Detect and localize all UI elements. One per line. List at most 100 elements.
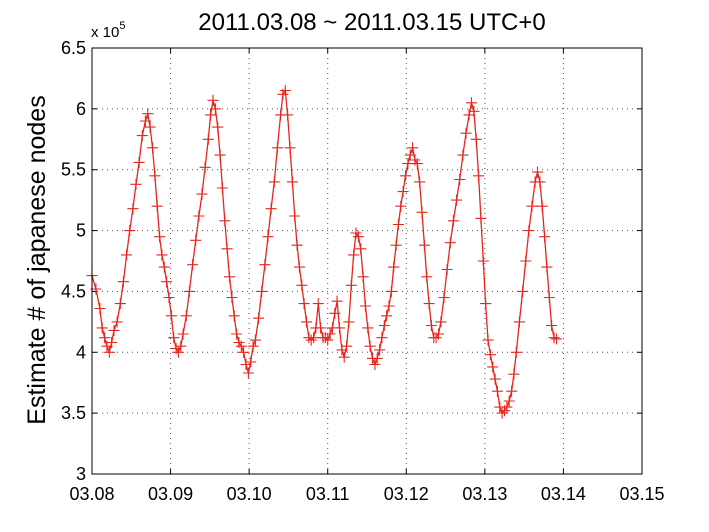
data-point-marker [161, 276, 173, 288]
data-point-marker [550, 333, 562, 345]
data-point-marker [338, 351, 350, 363]
data-point-marker [348, 249, 360, 261]
data-point-marker [460, 127, 472, 139]
data-point-marker [359, 300, 371, 312]
data-point-marker [418, 239, 430, 251]
data-point-marker [438, 292, 450, 303]
y-tick-label: 3.5 [61, 403, 86, 423]
data-point-marker [305, 334, 317, 346]
data-point-marker [482, 334, 494, 346]
axis-ticks [91, 47, 643, 475]
data-point-marker [441, 264, 453, 275]
x-tick-label: 03.15 [619, 484, 664, 504]
data-point-marker [381, 310, 393, 322]
data-point-marker [496, 407, 508, 419]
data-point-marker [341, 340, 353, 352]
data-point-marker [94, 303, 106, 314]
data-point-marker [312, 298, 324, 310]
data-point-marker [532, 166, 543, 178]
data-point-marker [221, 243, 233, 255]
data-point-marker [423, 298, 435, 310]
data-point-marker [289, 210, 301, 222]
data-point-marker [539, 231, 551, 243]
data-point-marker [395, 200, 407, 212]
data-point-marker [329, 307, 341, 319]
y-exponent-label: x 105 [91, 20, 125, 41]
data-point-marker [484, 349, 496, 361]
data-point-marker [508, 368, 520, 380]
data-point-marker [324, 328, 336, 340]
data-point-marker [133, 156, 145, 168]
data-point-marker [103, 346, 115, 358]
data-point-marker [352, 231, 364, 243]
data-point-marker [362, 322, 374, 334]
data-point-marker [168, 332, 180, 344]
data-point-marker [376, 332, 388, 344]
data-point-marker [262, 231, 274, 243]
y-tick-label: 5 [76, 221, 86, 241]
data-point-marker [506, 385, 518, 397]
data-point-marker [390, 239, 402, 251]
data-point-marker [447, 215, 459, 227]
data-point-marker [231, 328, 243, 340]
data-point-marker [117, 276, 129, 288]
data-point-marker [501, 401, 513, 413]
data-point-marker [212, 121, 224, 133]
data-point-marker [163, 292, 175, 303]
data-point-marker [489, 373, 501, 385]
data-point-marker [543, 292, 555, 303]
data-point-marker [253, 312, 265, 324]
grid-lines [92, 48, 642, 474]
data-point-marker [240, 359, 252, 370]
chart-title: 2011.03.08 ~ 2011.03.15 UTC+0 [198, 9, 545, 36]
data-point-marker [383, 300, 395, 312]
data-point-marker [421, 271, 433, 283]
data-point-marker [523, 225, 535, 237]
data-point-marker [364, 340, 376, 352]
data-point-marker [404, 149, 416, 161]
data-point-marker [468, 105, 480, 117]
data-point-marker [180, 310, 192, 322]
data-point-marker [466, 97, 477, 109]
data-point-marker [172, 346, 184, 358]
data-point-marker [259, 259, 271, 271]
data-point-marker [238, 346, 250, 358]
data-point-marker [177, 328, 189, 340]
data-point-marker [526, 200, 538, 212]
data-point-marker [308, 332, 320, 344]
data-point-marker [473, 170, 485, 182]
y-tick-label: 3 [76, 464, 86, 484]
data-point-marker [291, 239, 303, 251]
data-point-marker [296, 279, 308, 291]
data-point-marker [402, 158, 414, 170]
data-point-marker [121, 249, 133, 261]
y-tick-label: 4 [76, 342, 86, 362]
data-point-marker [416, 206, 428, 218]
data-point-marker [154, 231, 166, 243]
y-tick-label: 4.5 [61, 281, 86, 301]
data-point-marker [207, 94, 219, 106]
data-point-marker [286, 176, 298, 188]
data-point-marker [534, 176, 546, 188]
data-point-marker [124, 225, 136, 237]
data-point-marker [202, 133, 214, 145]
data-point-marker [487, 361, 499, 373]
x-tick-label: 03.12 [384, 484, 429, 504]
data-point-marker [541, 261, 553, 273]
data-series [86, 85, 562, 419]
data-point-marker [503, 395, 515, 407]
data-point-marker [392, 219, 404, 230]
data-point-marker [345, 279, 357, 291]
data-point-marker [114, 298, 126, 310]
data-point-marker [99, 332, 111, 344]
data-point-marker [196, 188, 208, 200]
data-point-marker [147, 142, 158, 154]
data-point-marker [183, 285, 195, 297]
y-tick-label: 5.5 [61, 160, 86, 180]
data-point-marker [205, 109, 217, 121]
data-point-marker [388, 261, 400, 273]
data-point-marker [536, 200, 548, 212]
data-point-marker [407, 142, 419, 154]
data-point-marker [282, 109, 294, 121]
